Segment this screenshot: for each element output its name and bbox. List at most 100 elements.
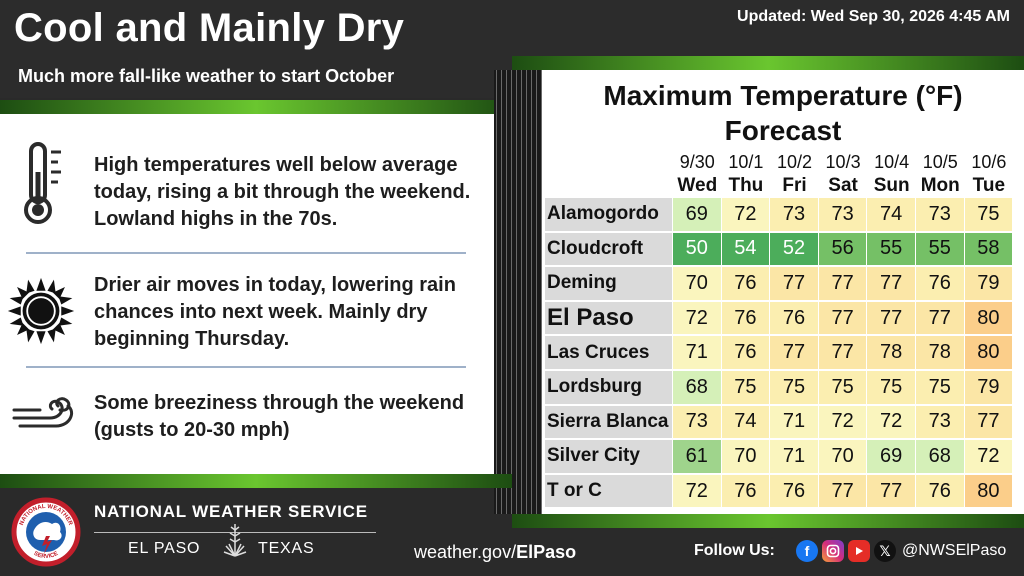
temperature-cell: 76 [770, 301, 819, 337]
temperature-cell: 73 [915, 198, 965, 233]
table-title-line2: Forecast [724, 115, 842, 146]
divider [26, 252, 466, 254]
table-row: El Paso 72 76 76 77 77 77 80 [545, 301, 1014, 337]
temperature-cell: 77 [964, 405, 1014, 441]
temperature-cell: 72 [867, 405, 916, 441]
summary-panel: High temperatures well below average tod… [0, 114, 494, 474]
summary-item-temperature: High temperatures well below average tod… [0, 138, 494, 250]
temperature-cell: 76 [915, 267, 965, 302]
date-label: 10/2 [776, 152, 812, 172]
temperature-cell: 50 [673, 232, 722, 268]
divider [26, 366, 466, 368]
temperature-table-panel: Maximum Temperature (°F) Forecast 9/30 We… [542, 70, 1024, 514]
day-header: 10/3 Sat [819, 146, 868, 198]
temperature-cell: 77 [770, 267, 819, 302]
summary-text-temperature: High temperatures well below average tod… [94, 154, 471, 230]
table-row: Cloudcroft 50 54 52 56 55 55 58 [545, 232, 1014, 268]
temperature-cell: 76 [721, 301, 771, 337]
temperature-cell: 77 [818, 336, 868, 371]
table-row: Sierra Blanca 73 74 71 72 72 73 77 [545, 405, 1014, 441]
city-name: Deming [545, 267, 673, 302]
logo-text-bottom: SERVICE [33, 551, 60, 560]
yucca-icon [222, 522, 248, 572]
table-row: Silver City 61 70 71 70 69 68 72 [545, 440, 1014, 475]
temperature-cell: 77 [867, 474, 916, 510]
city-name: Lordsburg [545, 370, 673, 406]
website-prefix: weather.gov/ [414, 542, 517, 562]
day-header: 10/4 Sun [867, 146, 916, 198]
page-subtitle: Much more fall-like weather to start Oct… [18, 66, 395, 86]
table-title: Maximum Temperature (°F) Forecast [542, 78, 1024, 148]
office-city: EL PASO [128, 540, 201, 557]
table-row: Lordsburg 68 75 75 75 75 75 79 [545, 370, 1014, 406]
sun-icon [6, 266, 76, 356]
day-label: Mon [920, 175, 960, 196]
office-state: TEXAS [258, 540, 315, 557]
temperature-cell: 76 [721, 474, 771, 510]
temperature-cell: 80 [964, 336, 1014, 371]
agency-name: NATIONAL WEATHER SERVICE [94, 502, 368, 521]
temperature-cell: 61 [673, 440, 722, 475]
social-handle[interactable]: @NWSElPaso [902, 542, 1007, 559]
temperature-table: 9/30 Wed 10/1 Thu 10/2 Fri 10/3 Sat 10/4 Sun 10/5 M… [545, 146, 1014, 510]
temperature-cell: 58 [964, 232, 1014, 268]
temperature-cell: 75 [818, 370, 868, 406]
green-divider-bar [512, 514, 1024, 528]
temperature-cell: 71 [673, 336, 722, 371]
green-divider-bar [0, 100, 512, 114]
day-label: Fri [782, 175, 807, 196]
date-label: 10/6 [971, 152, 1007, 172]
temperature-cell: 79 [964, 267, 1014, 302]
temperature-cell: 68 [673, 370, 722, 406]
temperature-cell: 75 [867, 370, 916, 406]
city-name: Alamogordo [545, 198, 673, 233]
table-row: Alamogordo 69 72 73 73 74 73 75 [545, 198, 1014, 233]
temperature-cell: 73 [818, 198, 868, 233]
footer: NATIONAL WEATHER SERVICE NATIONAL WEATHE… [0, 488, 1024, 576]
wind-icon [10, 366, 80, 456]
table-row: Las Cruces 71 76 77 77 78 78 80 [545, 336, 1014, 371]
temperature-cell: 76 [915, 474, 965, 510]
temperature-cell: 77 [867, 267, 916, 302]
temperature-cell: 56 [818, 232, 868, 268]
date-label: 10/4 [874, 152, 910, 172]
date-label: 9/30 [679, 152, 715, 172]
temperature-cell: 75 [915, 370, 965, 406]
temperature-cell: 77 [818, 301, 868, 337]
temperature-cell: 72 [673, 301, 722, 337]
instagram-icon[interactable] [822, 540, 844, 562]
city-name: Silver City [545, 440, 673, 475]
stripe-divider [494, 70, 542, 514]
temperature-cell: 52 [770, 232, 819, 268]
temperature-cell: 77 [818, 267, 868, 302]
temperature-cell: 54 [721, 232, 771, 268]
temperature-cell: 55 [867, 232, 916, 268]
thermometer-icon [10, 138, 80, 228]
temperature-cell: 72 [721, 198, 771, 233]
city-name: El Paso [545, 301, 673, 337]
x-icon[interactable]: 𝕏 [874, 540, 896, 562]
temperature-cell: 76 [770, 474, 819, 510]
day-header: 10/1 Thu [722, 146, 771, 198]
table-body: Alamogordo 69 72 73 73 74 73 75 Cloudcroft 50 54 52… [545, 198, 1014, 510]
temperature-cell: 77 [818, 474, 868, 510]
table-row: Deming 70 76 77 77 77 76 79 [545, 267, 1014, 302]
temperature-cell: 75 [770, 370, 819, 406]
svg-text:SERVICE: SERVICE [33, 551, 60, 560]
facebook-icon[interactable]: f [796, 540, 818, 562]
city-name: Sierra Blanca [545, 405, 673, 441]
temperature-cell: 72 [818, 405, 868, 441]
temperature-cell: 79 [964, 370, 1014, 406]
temperature-cell: 74 [721, 405, 771, 441]
youtube-icon[interactable] [848, 540, 870, 562]
social-links: f 𝕏 [796, 540, 896, 562]
temperature-cell: 72 [673, 474, 722, 510]
temperature-cell: 71 [770, 440, 819, 475]
day-header: 10/5 Mon [916, 146, 965, 198]
temperature-cell: 75 [964, 198, 1014, 233]
temperature-cell: 78 [867, 336, 916, 371]
website-link[interactable]: weather.gov/ElPaso [414, 542, 576, 563]
website-office: ElPaso [516, 542, 577, 562]
temperature-cell: 80 [964, 301, 1014, 337]
temperature-cell: 69 [673, 198, 722, 233]
